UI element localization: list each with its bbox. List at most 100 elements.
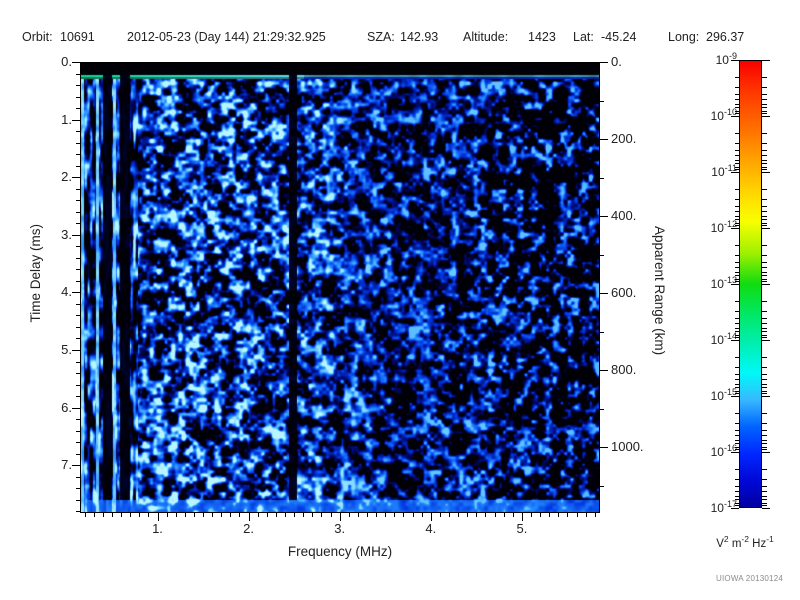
y-axis-minor-tick — [76, 211, 80, 213]
colorbar-minor-tick-right — [762, 317, 767, 319]
colorbar-minor-tick-right — [762, 198, 767, 200]
x-axis-minor-tick — [467, 513, 469, 517]
colorbar-exponent: -12 — [723, 219, 737, 229]
colorbar-minor-tick-right — [762, 499, 767, 501]
colorbar-major-tick-right — [762, 172, 770, 173]
x-axis-minor-tick — [485, 513, 487, 517]
x-axis-minor-tick — [121, 513, 123, 517]
y-axis-major-tick — [72, 350, 80, 351]
y-axis-major-tick — [72, 119, 80, 121]
colorbar-minor-tick-right — [762, 390, 767, 392]
colorbar-minor-tick-left — [735, 86, 739, 88]
y-axis-minor-tick — [76, 200, 80, 202]
colorbar-minor-tick-left — [735, 205, 739, 207]
colorbar-minor-tick-right — [762, 281, 767, 283]
colorbar-minor-tick-right — [762, 337, 767, 339]
y2-axis-minor-tick — [600, 254, 604, 256]
colorbar-minor-tick-right — [762, 222, 767, 224]
colorbar-minor-tick-left — [735, 275, 739, 277]
y-axis-minor-tick — [76, 442, 80, 444]
colorbar-minor-tick-left — [735, 373, 739, 375]
x-axis-major-tick — [157, 513, 159, 521]
y-axis-minor-tick — [76, 303, 80, 305]
colorbar-major-tick-left — [731, 452, 739, 453]
colorbar-minor-tick-left — [735, 310, 739, 312]
y-axis-major-tick — [72, 62, 80, 63]
colorbar-minor-tick-left — [735, 323, 739, 325]
colorbar-minor-tick-right — [762, 254, 767, 256]
colorbar-minor-tick-right — [762, 103, 767, 105]
colorbar-minor-tick-right — [762, 468, 767, 470]
colorbar-minor-tick-left — [735, 166, 739, 168]
x-axis-minor-tick — [558, 513, 560, 517]
colorbar-major-tick-right — [762, 396, 770, 397]
altitude-label: Altitude: — [463, 30, 509, 44]
colorbar-major-tick-left — [731, 396, 739, 397]
colorbar-major-tick-left — [731, 172, 739, 173]
x-axis-minor-tick — [294, 513, 296, 517]
colorbar-minor-tick-left — [735, 393, 739, 395]
y-axis-minor-tick — [76, 396, 80, 398]
sza-label: SZA: — [367, 30, 395, 44]
colorbar-minor-tick-right — [762, 373, 767, 375]
colorbar-tick-label: 10-17 — [710, 499, 737, 515]
colorbar-tick-label: 10-9 — [715, 51, 737, 67]
y-axis-title-right: Apparent Range (km) — [652, 226, 667, 356]
colorbar-unit-label: V2 m-2 Hz-1 — [716, 534, 774, 550]
x-axis-major-tick — [430, 513, 432, 521]
colorbar-minor-tick-left — [735, 254, 739, 256]
x-axis-minor-tick — [285, 513, 287, 517]
y2-axis-tick-label: 200. — [611, 131, 637, 146]
y2-axis-major-tick — [600, 139, 608, 140]
y-axis-minor-tick — [76, 73, 80, 75]
colorbar-minor-tick-right — [762, 491, 767, 493]
x-axis-minor-tick — [403, 513, 405, 517]
colorbar-tick-label: 10-12 — [710, 219, 737, 235]
colorbar-minor-tick-left — [735, 222, 739, 224]
y-axis-minor-tick — [76, 131, 80, 133]
x-axis-minor-tick — [239, 513, 241, 517]
y2-axis-minor-tick — [600, 177, 604, 179]
colorbar-minor-tick-left — [735, 163, 739, 165]
colorbar-minor-tick-right — [762, 412, 767, 414]
y-axis-minor-tick — [76, 165, 80, 167]
x-axis-minor-tick — [503, 513, 505, 517]
orbit-label: Orbit: — [22, 30, 53, 44]
colorbar-minor-tick-left — [735, 107, 739, 109]
colorbar-minor-tick-left — [735, 113, 739, 115]
colorbar-minor-tick-left — [735, 155, 739, 157]
x-axis-minor-tick — [330, 513, 332, 517]
colorbar-minor-tick-left — [735, 366, 739, 368]
x-axis-title: Frequency (MHz) — [287, 544, 393, 559]
colorbar-minor-tick-left — [735, 99, 739, 101]
colorbar-minor-tick-left — [735, 327, 739, 329]
x-axis-minor-tick — [357, 513, 359, 517]
colorbar-minor-tick-right — [762, 211, 767, 213]
x-axis-minor-tick — [540, 513, 542, 517]
colorbar-minor-tick-right — [762, 443, 767, 445]
x-axis-minor-tick — [458, 513, 460, 517]
lat-label: Lat: — [573, 30, 594, 44]
colorbar-exponent: -10 — [723, 107, 737, 117]
long-label: Long: — [668, 30, 700, 44]
colorbar-minor-tick-left — [735, 449, 739, 451]
x-axis-minor-tick — [166, 513, 168, 517]
y-axis-minor-tick — [76, 338, 80, 340]
x-axis-minor-tick — [367, 513, 369, 517]
colorbar-minor-tick-left — [735, 211, 739, 213]
x-axis-minor-tick — [266, 513, 268, 517]
colorbar-minor-tick-right — [762, 225, 767, 227]
colorbar-tick-label: 10-11 — [711, 163, 737, 179]
y-axis-minor-tick — [76, 453, 80, 455]
colorbar-major-tick-left — [731, 116, 739, 117]
colorbar-minor-tick-right — [762, 393, 767, 395]
colorbar-major-tick-left — [731, 340, 739, 341]
colorbar-major-tick-left — [731, 60, 739, 61]
y2-axis-tick-label: 1000. — [611, 439, 644, 454]
colorbar-minor-tick-right — [762, 505, 767, 507]
x-axis-minor-tick — [576, 513, 578, 517]
colorbar-minor-tick-right — [762, 215, 767, 217]
x-axis-minor-tick — [376, 513, 378, 517]
x-axis-minor-tick — [175, 513, 177, 517]
y-axis-minor-tick — [76, 430, 80, 432]
